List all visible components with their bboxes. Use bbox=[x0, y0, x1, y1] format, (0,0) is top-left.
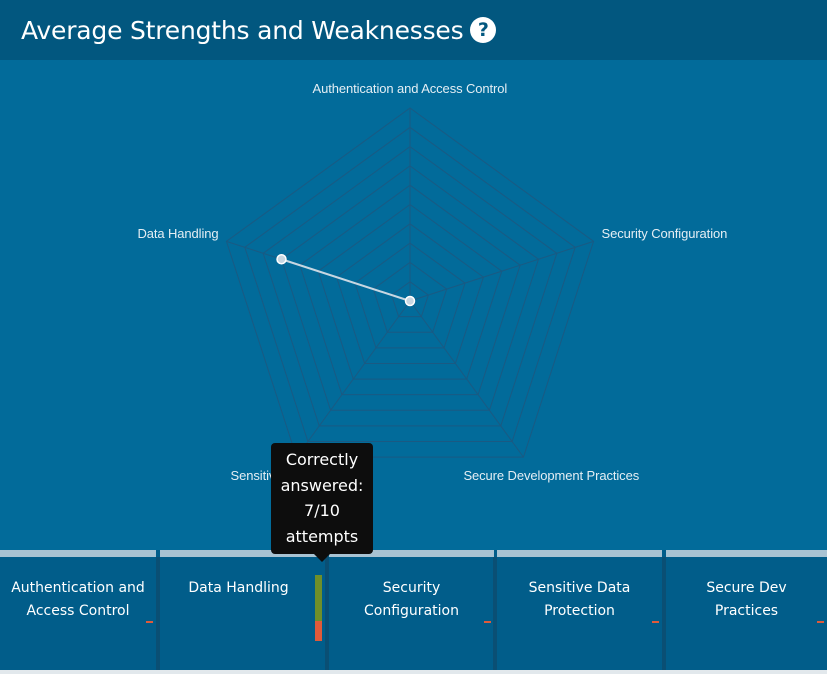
card-divider bbox=[156, 557, 160, 670]
card-divider bbox=[493, 557, 497, 670]
axis-label-security-configuration: Security Configuration bbox=[601, 225, 728, 241]
category-cards: Authentication and Access Control Data Ha… bbox=[0, 550, 827, 674]
card-label: Security Configuration bbox=[364, 580, 459, 619]
category-card-sensitive-data[interactable]: Sensitive Data Protection bbox=[497, 550, 662, 670]
axis-label-authentication: Authentication and Access Control bbox=[312, 80, 508, 96]
radar-grid-level bbox=[299, 184, 521, 396]
card-label: Data Handling bbox=[188, 580, 289, 596]
page-title: Average Strengths and Weaknesses bbox=[21, 15, 464, 45]
category-card-data-handling[interactable]: Data Handling bbox=[160, 550, 325, 670]
tooltip-line: Correctly bbox=[285, 450, 359, 469]
incorrect-bar[interactable] bbox=[315, 621, 322, 641]
radar-spoke bbox=[409, 240, 594, 302]
header: Average Strengths and Weaknesses ? bbox=[0, 0, 827, 60]
tooltip-line: answered: bbox=[280, 475, 364, 495]
card-label: Secure Dev Practices bbox=[706, 580, 787, 619]
card-label: Authentication and Access Control bbox=[11, 580, 145, 619]
radar-grid-level bbox=[225, 107, 595, 458]
empty-result-marker bbox=[817, 621, 824, 623]
radar-spoke bbox=[296, 300, 411, 458]
radar-grid-level bbox=[280, 165, 540, 411]
radar-grid-level bbox=[391, 281, 429, 318]
card-label: Sensitive Data Protection bbox=[528, 580, 631, 619]
radar-chart-svg bbox=[225, 107, 595, 458]
question-circle-icon[interactable]: ? bbox=[470, 17, 497, 43]
radar-grid-level bbox=[335, 223, 485, 364]
tooltip: Correctly answered: 7/10 attempts bbox=[271, 443, 373, 554]
correct-bar[interactable] bbox=[315, 575, 322, 622]
axis-label-secure-development: Secure Development Practices bbox=[463, 467, 640, 483]
radar-point[interactable] bbox=[404, 295, 416, 307]
empty-result-marker bbox=[146, 621, 153, 623]
card-divider bbox=[325, 557, 329, 670]
bottom-border bbox=[0, 670, 827, 674]
radar-grid-level bbox=[317, 203, 503, 380]
tooltip-line: attempts bbox=[285, 526, 359, 546]
empty-result-marker bbox=[484, 621, 491, 623]
tooltip-arrow bbox=[314, 554, 330, 562]
category-card-security-configuration[interactable]: Security Configuration bbox=[329, 550, 494, 670]
radar-grid-level bbox=[354, 242, 466, 349]
card-divider bbox=[662, 557, 666, 670]
radar-spoke bbox=[409, 300, 524, 458]
tooltip-line: 7/10 bbox=[304, 501, 340, 520]
radar-grid-level bbox=[262, 145, 558, 427]
radar-grid-level bbox=[244, 126, 576, 443]
radar-point[interactable] bbox=[276, 254, 287, 265]
radar-series-line bbox=[281, 258, 411, 302]
axis-label-data-handling: Data Handling bbox=[137, 225, 219, 241]
category-card-authentication[interactable]: Authentication and Access Control bbox=[0, 550, 156, 670]
category-card-secure-dev[interactable]: Secure Dev Practices bbox=[666, 550, 827, 670]
empty-result-marker bbox=[652, 621, 659, 623]
radar-chart: Authentication and Access Control Securi… bbox=[0, 60, 827, 550]
radar-grid-level bbox=[372, 261, 448, 333]
